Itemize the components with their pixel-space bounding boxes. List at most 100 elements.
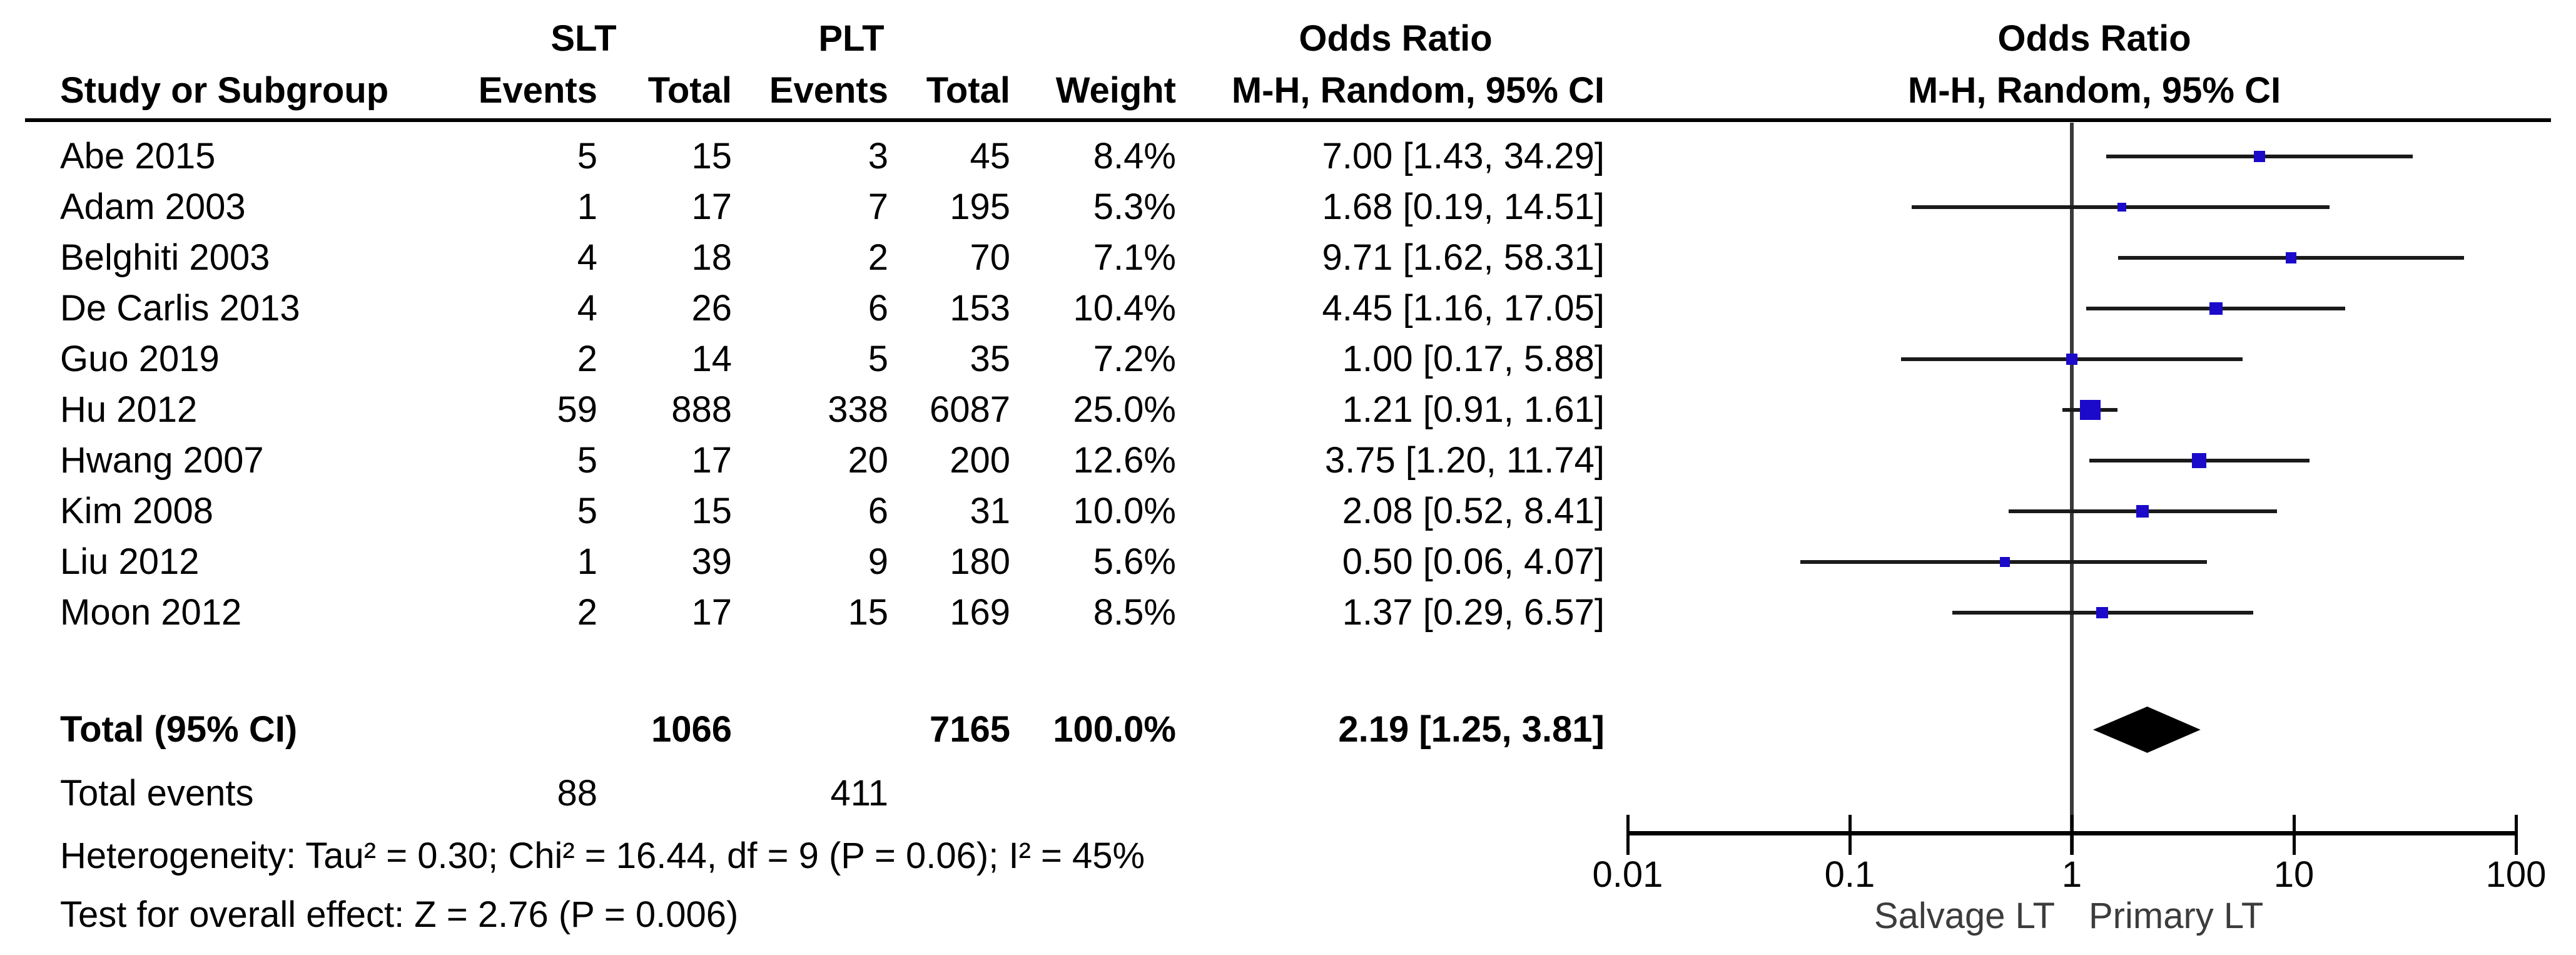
slt-total-cell: 18 — [691, 237, 732, 278]
plt-total-cell: 31 — [970, 491, 1010, 531]
or-ci-cell: 2.08 [0.52, 8.41] — [1342, 491, 1605, 531]
weight-cell: 7.1% — [1093, 237, 1176, 278]
slt-events-cell: 59 — [557, 389, 597, 430]
effect-square — [2080, 399, 2101, 421]
slt-events-cell: 4 — [577, 288, 597, 329]
total-plt-total: 7165 — [929, 709, 1010, 750]
study-name: Hwang 2007 — [60, 440, 264, 481]
or-ci-cell: 7.00 [1.43, 34.29] — [1322, 136, 1605, 176]
effect-square — [2136, 504, 2149, 518]
x-tick — [1626, 815, 1630, 855]
slt-events-col-header: Events — [478, 70, 597, 111]
study-name: Hu 2012 — [60, 389, 198, 430]
or-ci-cell: 1.21 [0.91, 1.61] — [1342, 389, 1605, 430]
effect-square — [2066, 354, 2077, 365]
plt-total-cell: 45 — [970, 136, 1010, 176]
study-name: Guo 2019 — [60, 339, 220, 379]
or-ci-cell: 1.00 [0.17, 5.88] — [1342, 339, 1605, 379]
favours-left-label: Salvage LT — [1874, 896, 2055, 936]
slt-events-cell: 5 — [577, 491, 597, 531]
slt-events-cell: 4 — [577, 237, 597, 278]
plt-events-cell: 3 — [868, 136, 888, 176]
effect-square — [2117, 202, 2127, 212]
plt-total-cell: 180 — [950, 541, 1010, 582]
study-name: Liu 2012 — [60, 541, 200, 582]
study-name: Belghiti 2003 — [60, 237, 270, 278]
slt-total-cell: 26 — [691, 288, 732, 329]
slt-events-cell: 5 — [577, 136, 597, 176]
effect-square — [2000, 557, 2010, 567]
plt-events-cell: 6 — [868, 288, 888, 329]
or-ci-cell: 3.75 [1.20, 11.74] — [1324, 440, 1605, 481]
plt-events-col-header: Events — [769, 70, 888, 111]
mh-ci-plot-header: M-H, Random, 95% CI — [1907, 70, 2281, 111]
slt-events-cell: 1 — [577, 186, 597, 227]
weight-col-header: Weight — [1055, 70, 1176, 111]
study-col-header: Study or Subgroup — [60, 70, 389, 111]
study-name: De Carlis 2013 — [60, 288, 300, 329]
slt-total-col-header: Total — [647, 70, 732, 111]
total-weight: 100.0% — [1053, 709, 1176, 750]
slt-total-cell: 15 — [691, 491, 732, 531]
total-or-ci: 2.19 [1.25, 3.81] — [1338, 709, 1605, 750]
odds-ratio-plot-header: Odds Ratio — [1997, 18, 2191, 59]
summary-diamond — [2093, 707, 2201, 753]
x-tick-label: 10 — [2273, 854, 2315, 895]
plt-total-col-header: Total — [926, 70, 1010, 111]
weight-cell: 7.2% — [1093, 339, 1176, 379]
weight-cell: 5.6% — [1093, 541, 1176, 582]
effect-square — [2253, 150, 2266, 163]
x-tick — [2514, 815, 2518, 855]
study-name: Adam 2003 — [60, 186, 246, 227]
or-ci-cell: 1.68 [0.19, 14.51] — [1322, 186, 1605, 227]
slt-group-header: SLT — [550, 18, 617, 59]
plt-total-cell: 153 — [950, 288, 1010, 329]
plt-events-cell: 338 — [828, 389, 888, 430]
slt-total-cell: 17 — [691, 440, 732, 481]
x-tick — [2292, 815, 2296, 855]
plt-events-cell: 20 — [848, 440, 888, 481]
study-name: Kim 2008 — [60, 491, 214, 531]
header-divider — [25, 118, 2551, 122]
weight-cell: 5.3% — [1093, 186, 1176, 227]
x-tick-label: 100 — [2485, 854, 2547, 895]
x-tick-label: 0.1 — [1824, 854, 1875, 895]
reference-line — [2070, 123, 2074, 855]
slt-total-cell: 15 — [691, 136, 732, 176]
plt-events-cell: 9 — [868, 541, 888, 582]
x-tick — [2070, 815, 2074, 855]
effect-square — [2096, 606, 2108, 619]
mh-ci-col-header: M-H, Random, 95% CI — [1231, 70, 1605, 111]
weight-cell: 12.6% — [1073, 440, 1176, 481]
plt-total-cell: 195 — [950, 186, 1010, 227]
odds-ratio-col-header: Odds Ratio — [1299, 18, 1493, 59]
slt-events-cell: 2 — [577, 339, 597, 379]
plt-total-cell: 169 — [950, 592, 1010, 633]
weight-cell: 25.0% — [1073, 389, 1176, 430]
plt-events-cell: 6 — [868, 491, 888, 531]
slt-events-cell: 1 — [577, 541, 597, 582]
summary-diamond-shape — [2093, 707, 2201, 753]
effect-square — [2209, 302, 2223, 315]
slt-total-cell: 888 — [671, 389, 732, 430]
heterogeneity-text: Heterogeneity: Tau² = 0.30; Chi² = 16.44… — [60, 835, 1145, 876]
slt-total-cell: 17 — [691, 592, 732, 633]
or-ci-cell: 4.45 [1.16, 17.05] — [1322, 288, 1605, 329]
plt-total-cell: 6087 — [929, 389, 1010, 430]
total-events-slt: 88 — [557, 773, 597, 814]
plt-events-cell: 15 — [848, 592, 888, 633]
weight-cell: 8.5% — [1093, 592, 1176, 633]
plt-total-cell: 70 — [970, 237, 1010, 278]
plt-events-cell: 2 — [868, 237, 888, 278]
slt-total-cell: 39 — [691, 541, 732, 582]
plt-events-cell: 7 — [868, 186, 888, 227]
total-row-label: Total (95% CI) — [60, 709, 298, 750]
slt-total-cell: 14 — [691, 339, 732, 379]
plt-events-cell: 5 — [868, 339, 888, 379]
slt-events-cell: 2 — [577, 592, 597, 633]
or-ci-cell: 1.37 [0.29, 6.57] — [1342, 592, 1605, 633]
study-name: Abe 2015 — [60, 136, 216, 176]
total-events-label: Total events — [60, 773, 254, 814]
plt-group-header: PLT — [818, 18, 885, 59]
